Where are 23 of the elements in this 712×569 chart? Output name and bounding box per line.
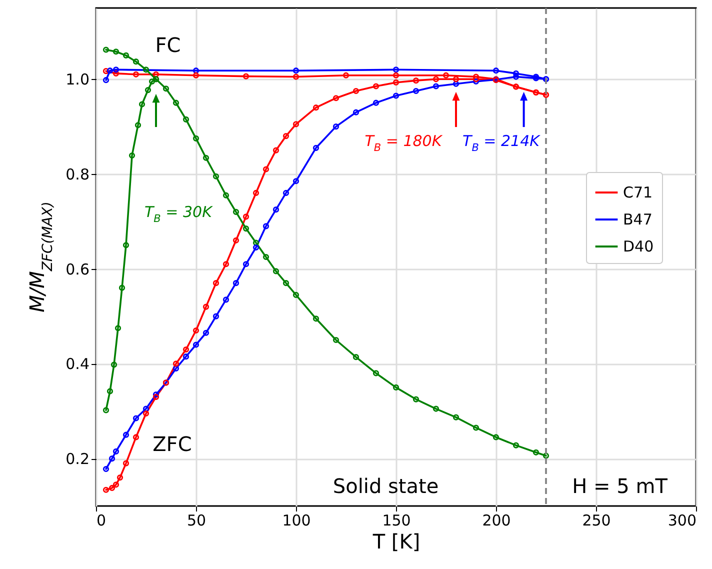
annotation: T$_{B}$ = 30K <box>144 203 214 226</box>
x-tick-label: 0 <box>96 512 106 530</box>
y-tick-label: 0.6 <box>66 260 90 278</box>
y-tick-label: 0.2 <box>66 450 90 468</box>
legend-label: B47 <box>623 210 652 228</box>
legend-label: C71 <box>623 184 653 202</box>
x-tick-label: 200 <box>482 512 511 530</box>
x-axis-title: T [K] <box>372 530 420 554</box>
y-tick-label: 0.4 <box>66 355 90 374</box>
annotation: FC <box>155 33 181 58</box>
x-tick-label: 300 <box>668 512 696 530</box>
annotation: H = 5 mT <box>572 474 668 499</box>
annotation: T$_{B}$ = 214K <box>462 132 541 154</box>
annotation: Solid state <box>332 474 439 499</box>
x-tick-label: 50 <box>186 512 206 530</box>
x-tick-label: 100 <box>282 512 311 530</box>
x-tick-label: 250 <box>582 512 611 530</box>
legend-label: D40 <box>623 238 654 256</box>
x-tick-label: 150 <box>382 512 411 530</box>
annotation: T$_{B}$ = 180K <box>364 132 443 154</box>
y-tick-label: 1.0 <box>66 70 90 89</box>
y-tick-label: 0.8 <box>66 166 90 184</box>
annotation: ZFC <box>152 432 192 457</box>
